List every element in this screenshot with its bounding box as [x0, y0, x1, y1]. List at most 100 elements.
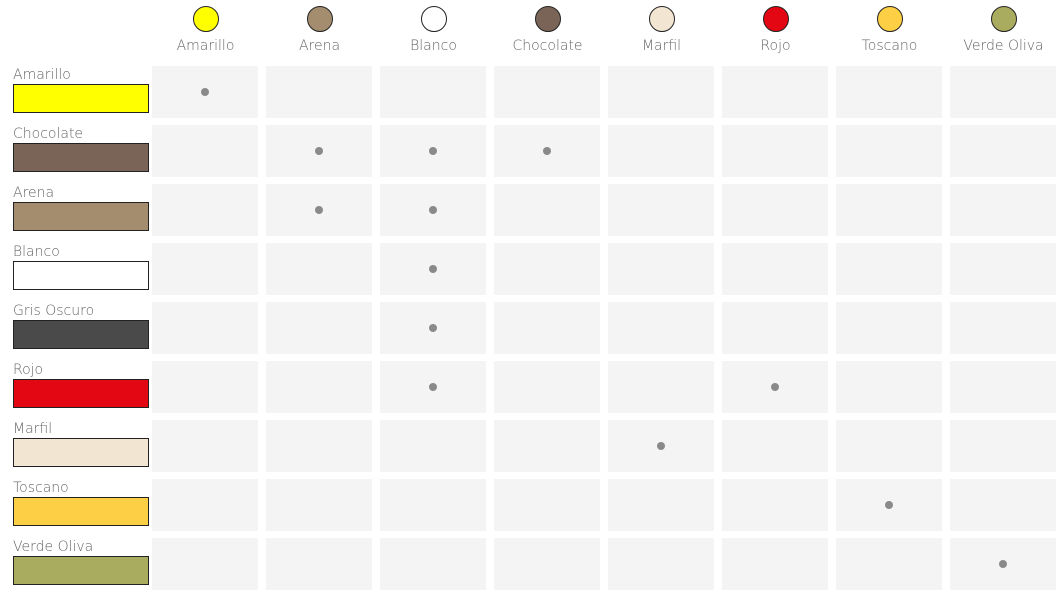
row-header-chocolate: Chocolate	[13, 126, 149, 172]
row-header-verde-oliva: Verde Oliva	[13, 539, 149, 585]
matrix-cell	[266, 125, 372, 177]
compatibility-dot	[429, 147, 437, 155]
matrix-cell	[266, 538, 372, 590]
compatibility-dot	[429, 265, 437, 273]
matrix-cell	[380, 420, 486, 472]
column-header-toscano: Toscano	[833, 6, 946, 54]
row-label: Rojo	[13, 362, 44, 378]
matrix-cell	[494, 361, 600, 413]
matrix-cell	[950, 125, 1056, 177]
matrix-cell	[836, 361, 942, 413]
row-color-swatch	[13, 261, 149, 290]
matrix-cell	[152, 538, 258, 590]
column-color-swatch	[876, 6, 903, 32]
row-color-swatch	[13, 320, 149, 349]
matrix-cell	[608, 184, 714, 236]
column-label: Rojo	[760, 38, 791, 54]
matrix-cell	[494, 125, 600, 177]
column-header-blanco: Blanco	[377, 6, 490, 54]
matrix-cell	[266, 184, 372, 236]
column-label: Amarillo	[176, 38, 235, 54]
row-label: Amarillo	[13, 67, 71, 83]
matrix-cell	[266, 66, 372, 118]
row-label: Arena	[13, 185, 55, 201]
matrix-cell	[722, 243, 828, 295]
matrix-cell	[608, 66, 714, 118]
compatibility-dot	[201, 88, 209, 96]
matrix-cell	[494, 66, 600, 118]
row-color-swatch	[13, 438, 149, 467]
matrix-cell	[494, 184, 600, 236]
matrix-cell	[608, 125, 714, 177]
matrix-cell	[380, 66, 486, 118]
compatibility-dot	[999, 560, 1007, 568]
matrix-cell	[722, 125, 828, 177]
column-color-swatch	[534, 6, 561, 32]
matrix-cell	[950, 66, 1056, 118]
row-color-swatch	[13, 556, 149, 585]
row-color-swatch	[13, 497, 149, 526]
matrix-cell	[836, 66, 942, 118]
compatibility-dot	[543, 147, 551, 155]
compatibility-dot	[315, 206, 323, 214]
matrix-cell	[950, 184, 1056, 236]
matrix-cell	[494, 479, 600, 531]
row-label: Chocolate	[13, 126, 84, 142]
matrix-cell	[608, 479, 714, 531]
matrix-cell	[608, 361, 714, 413]
matrix-cell	[266, 302, 372, 354]
row-color-swatch	[13, 84, 149, 113]
row-header-amarillo: Amarillo	[13, 67, 149, 113]
matrix-cell	[152, 479, 258, 531]
compatibility-dot	[429, 206, 437, 214]
matrix-cell	[722, 538, 828, 590]
column-label: Blanco	[410, 38, 457, 54]
matrix-cell	[836, 479, 942, 531]
row-label: Blanco	[13, 244, 60, 260]
matrix-cell	[836, 420, 942, 472]
matrix-cell	[950, 479, 1056, 531]
matrix-cell	[266, 479, 372, 531]
row-header-gris-oscuro: Gris Oscuro	[13, 303, 149, 349]
column-label: Arena	[298, 38, 341, 54]
matrix-cell	[836, 302, 942, 354]
matrix-cell	[266, 420, 372, 472]
row-color-swatch	[13, 202, 149, 231]
row-color-swatch	[13, 143, 149, 172]
matrix-cell	[380, 302, 486, 354]
matrix-cell	[152, 361, 258, 413]
matrix-cell	[494, 420, 600, 472]
column-color-swatch	[306, 6, 333, 32]
matrix-cell	[836, 125, 942, 177]
compatibility-dot	[429, 324, 437, 332]
row-label: Verde Oliva	[13, 539, 94, 555]
matrix-cell	[494, 243, 600, 295]
matrix-cell	[152, 66, 258, 118]
matrix-cell	[152, 184, 258, 236]
matrix-cell	[152, 125, 258, 177]
row-label: Marfil	[13, 421, 53, 437]
matrix-cell	[152, 243, 258, 295]
column-header-chocolate: Chocolate	[491, 6, 604, 54]
matrix-cell	[608, 243, 714, 295]
matrix-cell	[722, 420, 828, 472]
matrix-cell	[722, 302, 828, 354]
column-header-marfil: Marfil	[605, 6, 718, 54]
matrix-cell	[950, 420, 1056, 472]
matrix-cell	[380, 479, 486, 531]
compatibility-dot	[429, 383, 437, 391]
row-label: Gris Oscuro	[13, 303, 95, 319]
matrix-cell	[380, 538, 486, 590]
row-label: Toscano	[13, 480, 69, 496]
matrix-cell	[608, 538, 714, 590]
column-header-arena: Arena	[263, 6, 376, 54]
matrix-cell	[950, 538, 1056, 590]
matrix-cell	[836, 538, 942, 590]
column-header-verde-oliva: Verde Oliva	[947, 6, 1060, 54]
matrix-cell	[722, 66, 828, 118]
matrix-cell	[722, 184, 828, 236]
matrix-cell	[950, 302, 1056, 354]
matrix-cell	[836, 243, 942, 295]
matrix-cell	[494, 538, 600, 590]
